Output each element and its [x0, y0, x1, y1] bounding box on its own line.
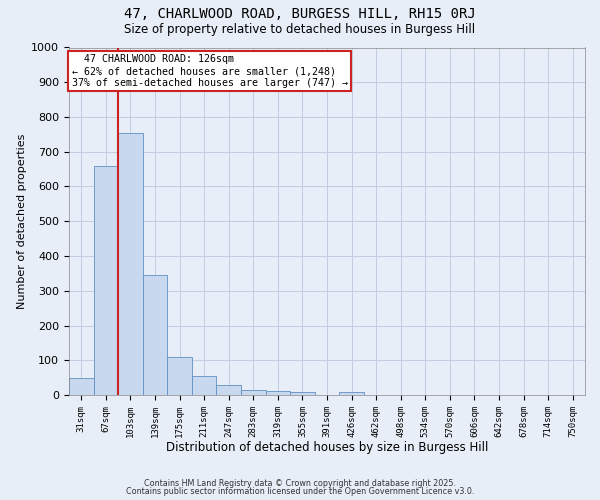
- Bar: [290, 392, 315, 395]
- Y-axis label: Number of detached properties: Number of detached properties: [17, 134, 27, 309]
- Bar: [339, 392, 364, 395]
- Bar: [167, 357, 192, 395]
- Bar: [241, 390, 266, 395]
- Text: 47 CHARLWOOD ROAD: 126sqm
← 62% of detached houses are smaller (1,248)
37% of se: 47 CHARLWOOD ROAD: 126sqm ← 62% of detac…: [71, 54, 347, 88]
- Text: 47, CHARLWOOD ROAD, BURGESS HILL, RH15 0RJ: 47, CHARLWOOD ROAD, BURGESS HILL, RH15 0…: [124, 8, 476, 22]
- Bar: [69, 378, 94, 395]
- Bar: [217, 384, 241, 395]
- Bar: [94, 166, 118, 395]
- Text: Contains public sector information licensed under the Open Government Licence v3: Contains public sector information licen…: [126, 487, 474, 496]
- Bar: [143, 275, 167, 395]
- Bar: [192, 376, 217, 395]
- Bar: [266, 391, 290, 395]
- Bar: [118, 132, 143, 395]
- Text: Contains HM Land Registry data © Crown copyright and database right 2025.: Contains HM Land Registry data © Crown c…: [144, 478, 456, 488]
- Text: Size of property relative to detached houses in Burgess Hill: Size of property relative to detached ho…: [124, 22, 476, 36]
- X-axis label: Distribution of detached houses by size in Burgess Hill: Distribution of detached houses by size …: [166, 441, 488, 454]
